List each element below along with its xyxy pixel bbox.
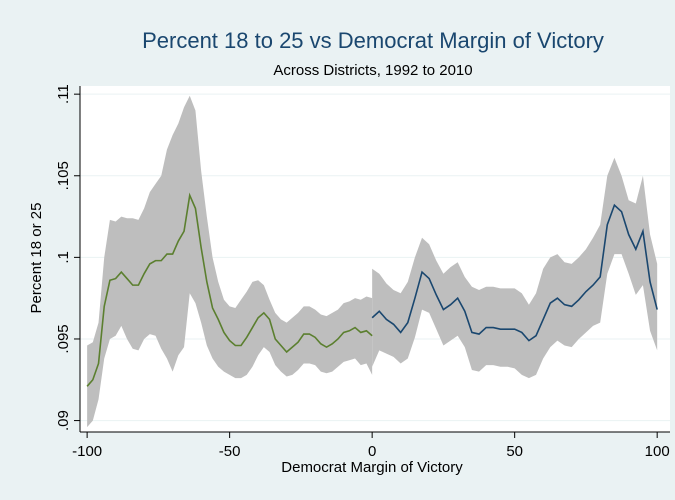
y-tick-label: .105 bbox=[55, 161, 72, 190]
y-tick-label: .095 bbox=[55, 324, 72, 353]
y-tick-label: .1 bbox=[55, 251, 72, 264]
x-tick-label: -100 bbox=[72, 443, 102, 460]
x-tick-label: 50 bbox=[506, 443, 523, 460]
confidence-band bbox=[87, 95, 373, 428]
chart-title: Percent 18 to 25 vs Democrat Margin of V… bbox=[142, 28, 604, 53]
y-tick-label: .09 bbox=[55, 410, 72, 431]
chart-subtitle: Across Districts, 1992 to 2010 bbox=[273, 62, 472, 79]
line bbox=[371, 203, 658, 342]
y-axis-title: Percent 18 or 25 bbox=[28, 203, 45, 314]
x-tick-label: 0 bbox=[368, 443, 376, 460]
x-tick-label: -50 bbox=[219, 443, 241, 460]
line bbox=[86, 192, 373, 387]
x-tick-label: 100 bbox=[645, 443, 670, 460]
y-tick-label: .11 bbox=[55, 84, 72, 104]
confidence-band bbox=[372, 157, 658, 379]
x-axis-title: Democrat Margin of Victory bbox=[281, 459, 463, 476]
